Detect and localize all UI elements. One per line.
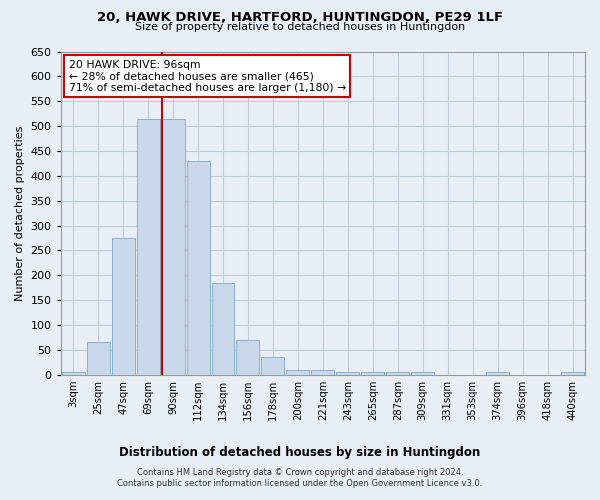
Bar [62,372,85,375]
Y-axis label: Number of detached properties: Number of detached properties [15,126,25,301]
Text: Contains HM Land Registry data © Crown copyright and database right 2024.
Contai: Contains HM Land Registry data © Crown c… [118,468,482,487]
Bar [262,358,284,375]
Bar [337,372,359,375]
Bar [112,238,134,375]
Text: Size of property relative to detached houses in Huntingdon: Size of property relative to detached ho… [135,22,465,32]
Bar [361,372,384,375]
Bar [561,372,584,375]
Text: Distribution of detached houses by size in Huntingdon: Distribution of detached houses by size … [119,446,481,459]
Bar [286,370,310,375]
Bar [386,372,409,375]
Bar [86,342,110,375]
Bar [236,340,259,375]
Text: 20 HAWK DRIVE: 96sqm
← 28% of detached houses are smaller (465)
71% of semi-deta: 20 HAWK DRIVE: 96sqm ← 28% of detached h… [68,60,346,93]
Bar [187,161,209,375]
Bar [311,370,334,375]
Bar [161,118,185,375]
Text: 20, HAWK DRIVE, HARTFORD, HUNTINGDON, PE29 1LF: 20, HAWK DRIVE, HARTFORD, HUNTINGDON, PE… [97,11,503,24]
Bar [212,283,235,375]
Bar [411,372,434,375]
Bar [137,118,160,375]
Bar [486,372,509,375]
